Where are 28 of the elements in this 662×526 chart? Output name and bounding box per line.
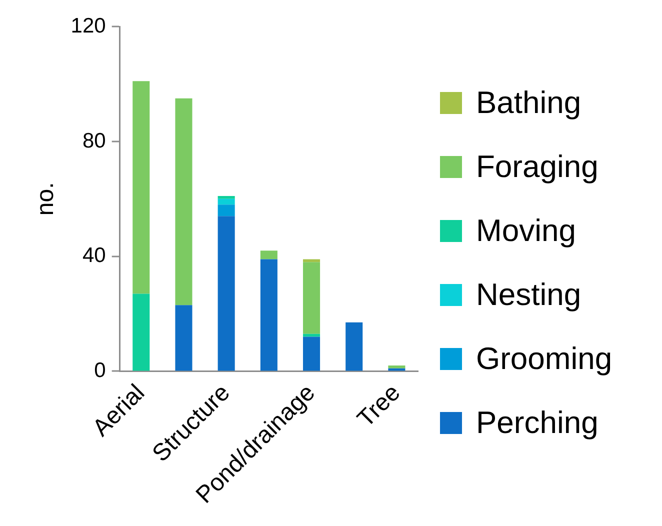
bar: [132, 81, 150, 294]
legend-label: Bathing: [476, 85, 582, 121]
legend-label: Nesting: [476, 277, 582, 313]
bar: [218, 196, 235, 199]
bar: [346, 322, 363, 371]
legend-label: Grooming: [476, 341, 612, 377]
x-tick-label: Tree: [352, 379, 406, 433]
bar: [132, 294, 150, 371]
y-tick-label: 0: [94, 359, 106, 382]
bar: [175, 305, 192, 371]
y-axis-title: no.: [32, 182, 60, 216]
bar: [302, 336, 320, 371]
legend-label: Moving: [476, 213, 576, 249]
bar: [388, 365, 406, 368]
bar: [260, 259, 278, 371]
y-tick-label: 80: [82, 129, 106, 152]
bar: [302, 334, 320, 337]
y-tick-label: 120: [70, 14, 106, 38]
y-tick-label: 40: [82, 244, 106, 268]
bar: [302, 262, 320, 334]
legend-label: Perching: [476, 405, 598, 441]
bar: [218, 216, 235, 371]
bar: [260, 250, 278, 260]
bar: [218, 198, 235, 205]
bar: [175, 98, 192, 306]
bar: [218, 204, 235, 216]
bar: [302, 259, 320, 262]
legend-label: Foraging: [476, 149, 598, 185]
